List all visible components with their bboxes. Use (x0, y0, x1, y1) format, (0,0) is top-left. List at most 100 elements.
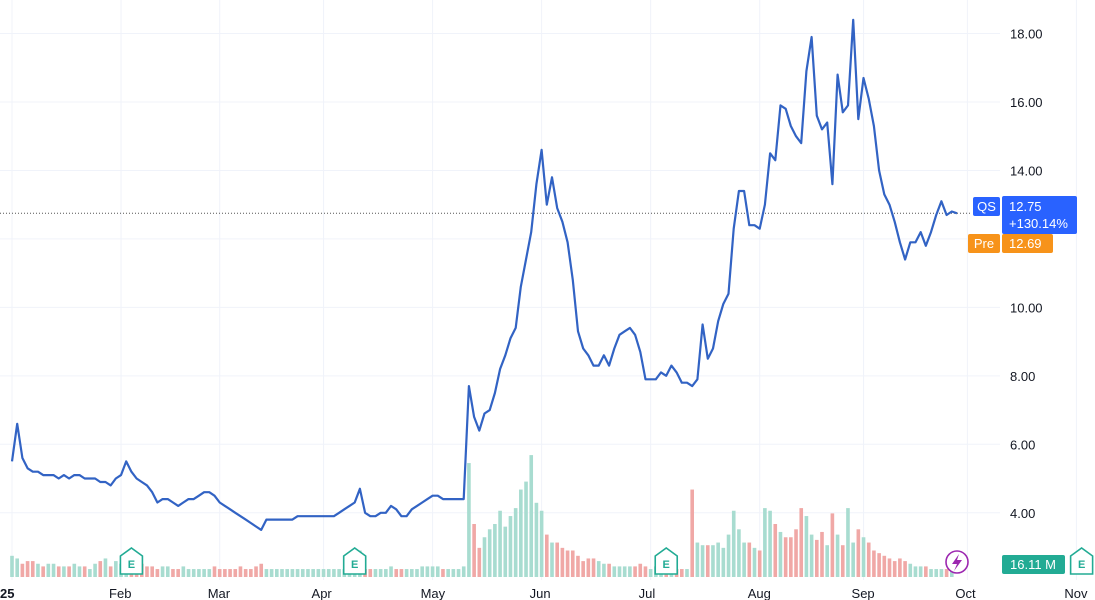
volume-bar (830, 513, 835, 577)
volume-bar (165, 566, 170, 577)
volume-bar (223, 569, 227, 577)
volume-bar (259, 563, 264, 577)
volume-bar (804, 516, 809, 577)
volume-bar (560, 547, 565, 577)
volume-bar (51, 563, 56, 577)
volume-bar (622, 566, 627, 577)
volume-bar (72, 563, 77, 577)
price-line (10, 18, 958, 531)
volume-bar (924, 566, 928, 577)
volume-bar (197, 569, 201, 577)
volume-bar (586, 558, 591, 577)
volume-bar (67, 566, 71, 577)
volume-bar (191, 569, 196, 577)
volume-bar (721, 547, 726, 577)
volume-bar (799, 508, 804, 577)
lightning-icon[interactable] (945, 550, 969, 574)
pre-badge-label-box (968, 234, 1000, 253)
volume-bar (700, 545, 705, 577)
volume-bar (498, 510, 502, 577)
x-tick-label: Sep (852, 586, 875, 600)
volume-bar (82, 566, 87, 577)
volume-bar (716, 542, 720, 577)
volume-bar (285, 569, 289, 577)
volume-bar (316, 569, 321, 577)
volume-bar (825, 545, 829, 577)
pre-badge-label: Pre (974, 236, 994, 251)
volume-bar (493, 524, 497, 577)
volume-bar (570, 550, 575, 577)
volume-bar (472, 524, 476, 577)
volume-bar (508, 516, 513, 577)
volume-bar (415, 569, 419, 577)
volume-bar (171, 569, 175, 577)
volume-bar (46, 563, 51, 577)
volume-bar (404, 569, 409, 577)
volume-bar (685, 569, 689, 577)
x-tick-label: Jun (530, 586, 551, 600)
volume-bar (856, 529, 861, 577)
earnings-marker[interactable]: E (119, 547, 144, 575)
volume-bar (384, 569, 388, 577)
earnings-marker-label: E (1078, 559, 1085, 571)
volume-bar (809, 534, 814, 577)
volume-bar (202, 569, 206, 577)
x-tick-label: Jul (639, 586, 656, 600)
volume-bar (186, 569, 191, 577)
x-tick-label: 25 (0, 586, 14, 600)
grid-lines (0, 0, 1077, 580)
volume-bar (591, 558, 596, 577)
volume-bar (887, 558, 892, 577)
volume-bar (300, 569, 305, 577)
volume-bar (789, 537, 793, 577)
price-badge-ticker: QS (977, 199, 996, 214)
volume-bar (680, 569, 684, 577)
volume-bar (555, 542, 559, 577)
volume-bar (108, 566, 113, 577)
earnings-marker[interactable]: E (654, 547, 679, 575)
y-tick-label: 14.00 (1010, 163, 1043, 178)
volume-bar (846, 508, 850, 577)
volume-bar (145, 566, 149, 577)
volume-bar (815, 539, 819, 577)
volume-bar (503, 526, 508, 577)
x-tick-label: Aug (748, 586, 771, 600)
volume-bar (794, 529, 798, 577)
volume-bar (763, 508, 767, 577)
volume-bar (243, 569, 248, 577)
volume-bar (62, 566, 66, 577)
earnings-marker[interactable]: E (342, 547, 367, 575)
volume-bar (217, 569, 222, 577)
volume-bar (181, 566, 186, 577)
volume-bar (851, 542, 855, 577)
pre-badge-price-box (1002, 234, 1053, 253)
volume-bar (934, 569, 939, 577)
volume-bar (550, 542, 554, 577)
volume-bar (15, 558, 19, 577)
volume-bar (835, 534, 840, 577)
volume-bar (56, 566, 61, 577)
volume-bar (103, 558, 108, 577)
earnings-marker[interactable]: E (1069, 547, 1094, 575)
volume-bar (731, 510, 736, 577)
volume-bar (410, 569, 414, 577)
volume-bar (212, 566, 217, 577)
x-tick-label: Mar (208, 586, 231, 600)
volume-bar (160, 566, 165, 577)
volume-bar (280, 569, 284, 577)
volume-bar (264, 569, 269, 577)
pre-badge-price: 12.69 (1009, 236, 1042, 251)
price-badge-price: 12.75 (1009, 199, 1042, 214)
volume-bar (295, 569, 300, 577)
volume-bar (311, 569, 315, 577)
volume-bar (612, 566, 617, 577)
volume-bar (820, 531, 824, 577)
x-tick-label: Nov (1064, 586, 1088, 600)
volume-bar (446, 569, 450, 577)
volume-bar (451, 569, 456, 577)
volume-bar (238, 566, 243, 577)
volume-bar (155, 569, 160, 577)
x-axis: 25FebMarAprMayJunJulAugSepOctNovDec (0, 586, 1088, 600)
